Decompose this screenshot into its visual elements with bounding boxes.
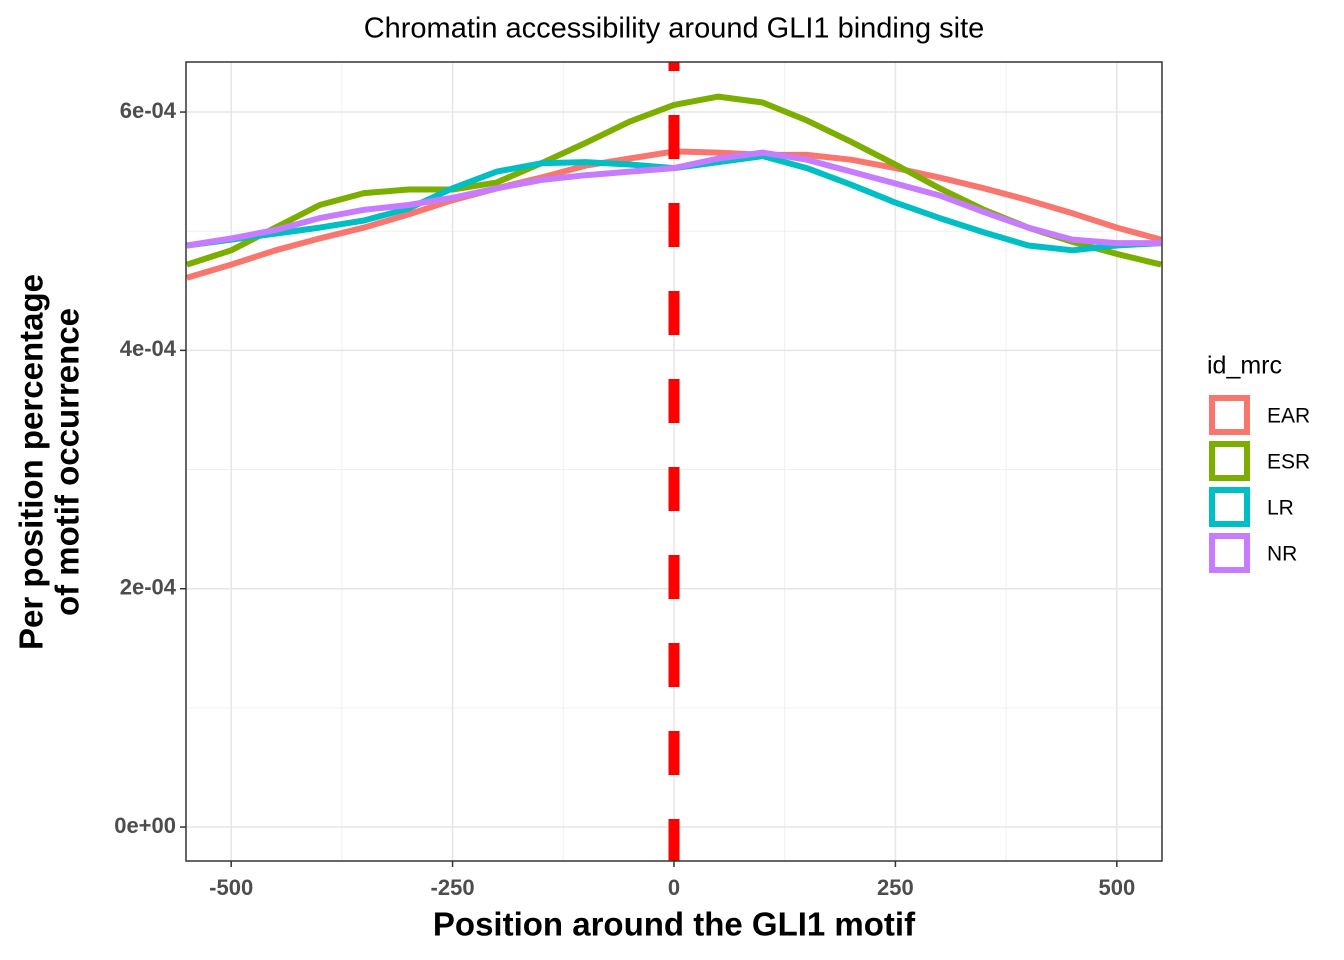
y-tick-label: 0e+00 [114,813,176,838]
legend-label: ESR [1267,451,1310,474]
y-axis-title: of motif occurrence [49,308,86,616]
x-tick-label: 250 [877,875,914,900]
legend-key [1209,395,1250,435]
legend-title: id_mrc [1207,352,1282,380]
legend-label: EAR [1267,405,1310,428]
y-axis-title: Per position percentage [13,274,50,650]
x-axis-title: Position around the GLI1 motif [433,906,916,943]
chart-title: Chromatin accessibility around GLI1 bind… [364,13,985,45]
x-tick-label: -250 [431,875,475,900]
y-tick-label: 2e-04 [120,575,177,600]
x-tick-label: 500 [1098,875,1135,900]
legend-key [1209,441,1250,481]
y-tick-label: 6e-04 [120,98,177,123]
legend-label: LR [1267,497,1294,520]
legend-key [1209,487,1250,527]
x-tick-label: 0 [668,875,680,900]
series-line [186,149,1162,249]
x-tick-label: -500 [209,875,253,900]
y-tick-label: 4e-04 [120,336,177,361]
legend-label: NR [1267,543,1297,566]
legend-key [1209,533,1250,573]
plot-border [185,61,1163,862]
